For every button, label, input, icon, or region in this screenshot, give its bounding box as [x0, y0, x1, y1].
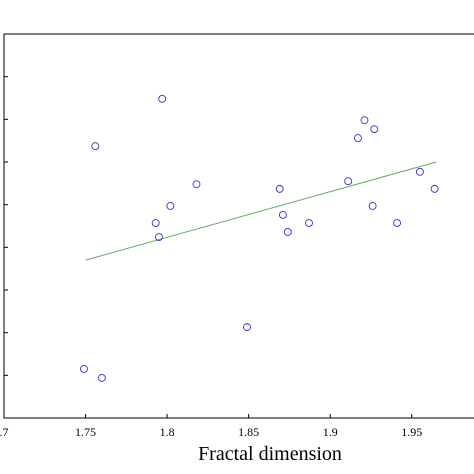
data-point [91, 142, 100, 151]
data-point [154, 233, 163, 242]
data-point [415, 167, 424, 176]
data-point [368, 201, 377, 210]
x-tick-label: 1.75 [75, 425, 96, 439]
data-point [275, 184, 284, 193]
fit-line [85, 161, 437, 261]
plot-frame [3, 33, 474, 419]
data-point [283, 228, 292, 236]
data-point [393, 219, 402, 227]
data-point [360, 116, 369, 125]
x-tick-label: 1.95 [401, 425, 422, 439]
x-tick-label: .7 [0, 425, 9, 439]
data-point [243, 323, 251, 332]
data-point [430, 184, 439, 193]
x-axis-label: Fractal dimension [198, 443, 342, 465]
data-point [344, 177, 353, 186]
data-point [192, 180, 201, 189]
x-tick-label: 1.8 [160, 425, 175, 439]
data-point [97, 373, 106, 382]
data-point [151, 219, 160, 227]
data-point [305, 219, 313, 227]
data-point [278, 210, 287, 219]
data-point [158, 94, 167, 103]
x-tick-label: 1.85 [238, 425, 259, 439]
data-point [370, 125, 379, 134]
data-point [353, 134, 362, 143]
data-point [79, 364, 88, 373]
data-point [166, 201, 175, 210]
x-tick-label: 1.9 [323, 425, 338, 439]
